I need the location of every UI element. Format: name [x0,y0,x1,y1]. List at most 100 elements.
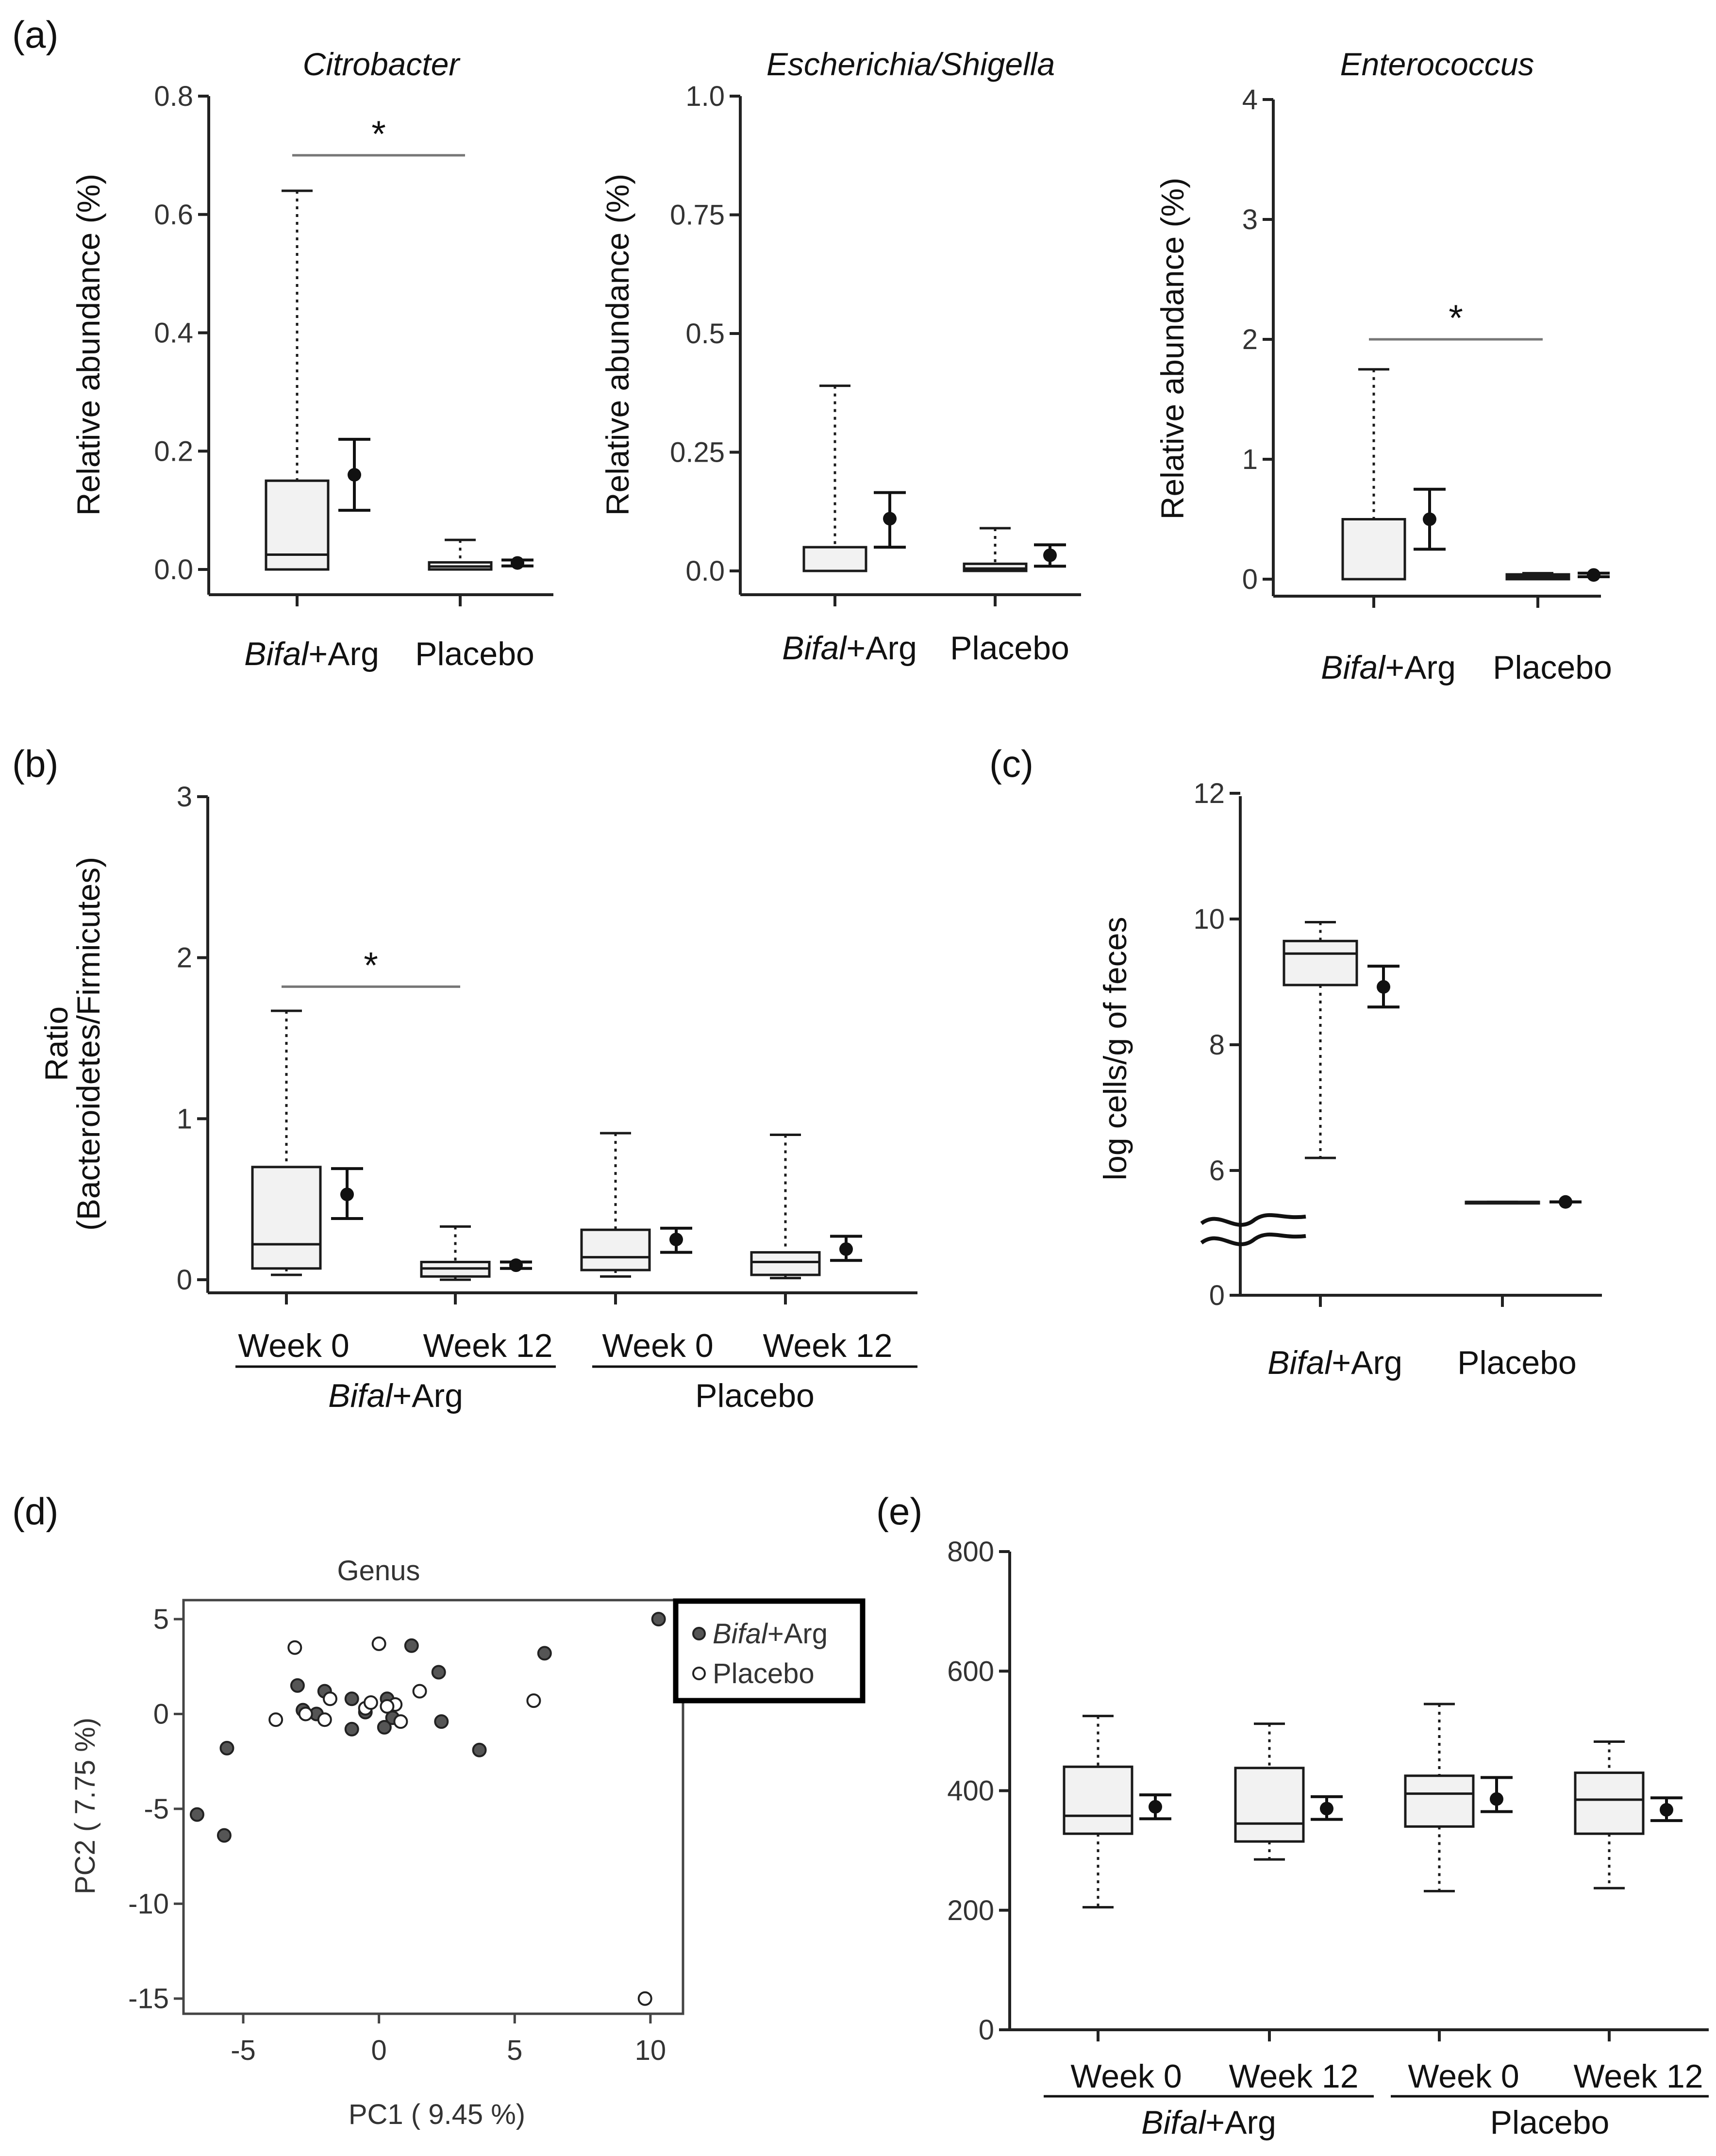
box-iqr [802,546,867,572]
x-tick-label: 10 [635,2035,666,2066]
y-tick-label: 10 [1193,903,1225,935]
x-category-label: Week 12 [1573,2058,1703,2095]
x-tick-label: -5 [231,2035,256,2066]
mean-point [1423,512,1436,526]
y-axis-label: Ratio [38,1006,74,1081]
y-tick-label: 8 [1209,1029,1225,1061]
data-point-bifal [537,1646,552,1661]
x-category-label: Week 0 [238,1327,349,1364]
data-point-placebo [317,1712,332,1727]
y-tick-label: -10 [128,1888,169,1920]
legend-box [673,1598,866,1704]
mean-point [511,556,524,570]
y-tick-label: 12 [1193,778,1225,809]
data-point-bifal [434,1714,449,1729]
y-tick-label: 0 [1242,564,1258,595]
mean-point [1587,568,1600,582]
panel-label: (b) [12,742,58,785]
x-category-label: Placebo [950,630,1069,667]
significance-star: * [364,945,378,986]
y-tick-label: 0.2 [154,435,193,467]
axis-break-mark [1200,1213,1306,1227]
data-point-placebo [287,1640,302,1655]
plot-area-frame [182,1599,684,2015]
y-axis-label: PC2 ( 7.75 %) [69,1718,101,1894]
y-tick-label: 400 [947,1775,994,1807]
y-tick-label: 0 [153,1698,169,1730]
x-category-label: Week 12 [1229,2058,1358,2095]
data-point-bifal [344,1721,359,1737]
data-point-placebo [393,1714,408,1729]
x-category-label: Bifal+Arg [244,635,379,672]
y-tick-label: 3 [177,781,192,813]
y-tick-label: 0 [1209,1280,1225,1311]
x-tick-label: 5 [507,2035,522,2066]
x-category-label: Week 0 [602,1327,713,1364]
data-point-bifal [472,1742,487,1757]
y-axis-label: Relative abundance (%) [600,174,635,516]
mean-point [883,512,897,526]
y-tick-label: 0.4 [154,318,193,349]
y-axis-label: Relative abundance (%) [1154,178,1190,519]
y-tick-label: 0.75 [670,200,725,231]
data-point-bifal [651,1612,666,1627]
legend-label: Placebo [713,1658,815,1689]
panel-label: (c) [989,742,1033,785]
box-iqr [580,1228,651,1271]
axis-break-mark [1200,1232,1306,1246]
data-point-bifal [189,1807,204,1822]
mean-point [1149,1800,1162,1814]
group-label: Placebo [695,1377,815,1414]
box-iqr [251,1166,322,1270]
box-iqr [1574,1772,1645,1835]
data-point-placebo [526,1693,541,1708]
y-tick-label: 0 [979,2014,994,2046]
mean-point [1490,1792,1503,1806]
panel-label: (d) [12,1490,58,1533]
y-tick-label: -15 [128,1983,169,2015]
x-category-label: Bifal+Arg [1321,649,1456,686]
group-label: Bifal+Arg [328,1377,463,1414]
y-tick-label: 1 [1242,444,1258,475]
data-point-bifal [290,1678,305,1693]
data-point-placebo [371,1636,386,1651]
data-point-bifal [217,1828,232,1843]
x-category-label: Bifal+Arg [782,630,917,667]
y-tick-label: 3 [1242,204,1258,235]
data-point-placebo [380,1699,395,1714]
panel-label: (e) [876,1490,922,1533]
mean-point [509,1258,523,1272]
legend-marker [692,1667,706,1680]
data-point-placebo [298,1706,313,1721]
data-point-bifal [431,1665,446,1680]
y-tick-label: 0.25 [670,437,725,468]
panel-label: (a) [12,13,58,56]
mean-point [348,468,361,482]
box-iqr [1063,1765,1133,1835]
legend-label: Bifal+Arg [713,1618,828,1650]
y-tick-label: -5 [144,1793,169,1825]
x-category-label: Placebo [1493,649,1612,686]
significance-star: * [1449,298,1463,339]
box-iqr [1283,939,1358,986]
data-point-placebo [268,1712,283,1727]
panel-title: Escherichia/Shigella [766,46,1055,82]
box-iqr [1234,1767,1305,1843]
y-tick-label: 6 [1209,1155,1225,1187]
x-category-label: Week 0 [1408,2058,1519,2095]
group-label: Bifal+Arg [1141,2104,1276,2141]
legend-marker [692,1627,706,1640]
box-iqr [1341,518,1406,581]
x-category-label: Placebo [1457,1344,1577,1381]
mean-point [1660,1803,1673,1817]
x-category-label: Bifal+Arg [1267,1344,1402,1381]
y-tick-label: 800 [947,1536,994,1568]
x-category-label: Placebo [415,635,534,672]
y-tick-label: 200 [947,1895,994,1926]
panel-title: Genus [337,1555,420,1587]
y-axis-label: (Bacteroidetes/Firmicutes) [70,857,106,1231]
data-point-bifal [404,1638,419,1653]
mean-point [340,1187,354,1202]
data-point-bifal [344,1691,359,1706]
x-category-label: Week 0 [1070,2058,1182,2095]
